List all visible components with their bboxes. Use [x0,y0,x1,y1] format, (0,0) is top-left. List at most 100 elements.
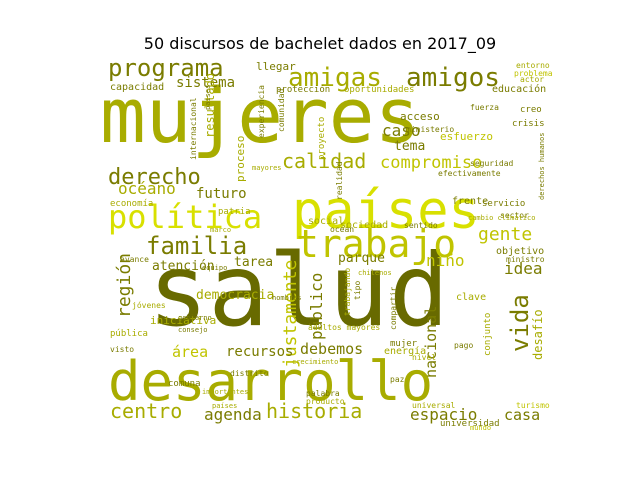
word-turismo: turismo [516,401,550,410]
word-distrito: distrito [230,369,269,378]
word-compromiso: compromiso [380,153,482,173]
word-compartir: compartir [389,286,398,330]
word-países: países [212,402,237,410]
word-historia: historia [266,399,362,423]
word-creo: creo [520,105,542,115]
word-trabajo: trabajo [296,222,456,266]
word-ministerio: ministerio [406,125,454,134]
word-idea: idea [504,259,543,278]
word-caso: caso [382,121,421,140]
word-pública: pública [110,329,148,339]
word-oportunidades: oportunidades [344,85,414,95]
word-proceso: proceso [234,136,247,182]
word-pago: pago [454,341,473,350]
word-llegar: llegar [256,60,296,73]
word-adultos-mayores: adultos mayores [308,323,380,332]
word-mundo: mundo [470,424,491,432]
word-futuro: futuro [196,186,247,202]
word-debemos: debemos [300,340,363,358]
word-programa: programa [108,54,224,82]
word-países: países [204,85,212,110]
word-comuna: comuna [168,379,201,389]
word-casa: casa [504,406,540,424]
word-sistema: sistema [176,75,235,91]
word-trabajando: trabajando [343,268,352,316]
word-gobierno: gobierno [178,314,212,322]
word-patria: patria [218,207,251,217]
word-océano: océano [118,179,176,198]
word-nivel: nivel [412,353,436,362]
word-derecho: derecho [108,165,201,190]
word-protección: protección [276,84,330,95]
word-efectivamente: efectivamente [438,169,501,178]
word-salud: salud [148,232,449,349]
word-importantes: importantes [202,388,248,396]
word-palabra: palabra [306,389,340,398]
word-clave: clave [456,292,486,303]
word-energía: energía [384,345,426,357]
word-actor: actor [520,75,544,84]
word-marco: marco [210,226,231,234]
word-conjunto: conjunto [483,313,493,356]
word-sentido: sentido [404,221,438,230]
word-sector: sector [500,211,529,220]
word-problema: problema [514,69,553,78]
word-área: área [172,343,208,361]
word-sociedad: sociedad [340,220,388,231]
word-región: región [114,253,135,318]
word-política: política [108,198,262,236]
word-crisis: crisis [512,119,545,129]
chart-title: 50 discursos de bachelet dados en 2017_0… [143,34,497,53]
word-nacional: nacional [422,306,440,378]
word-espacio: espacio [410,405,477,424]
word-tema: tema [394,139,425,154]
word-social: social [308,216,344,227]
word-acceso: acceso [400,110,440,123]
word-ministro: ministro [506,255,545,264]
word-niño: niño [426,251,465,270]
word-familia: familia [146,232,247,260]
word-producto: producto [306,397,345,406]
word-proyecto: proyecto [317,117,327,160]
word-países: países [292,181,480,241]
word-resultado: resultado [203,73,217,138]
word-paz: paz [390,375,405,384]
word-seguridad: seguridad [470,159,514,168]
word-equipo: equipo [202,264,227,272]
word-objetivo: objetivo [496,246,544,257]
word-desarrollo: desarrollo [108,350,433,413]
word-calidad: calidad [282,149,366,173]
word-hombres: hombres [272,294,302,302]
word-parque: parque [338,251,385,266]
word-público: público [307,273,326,340]
word-cambio-climático: cambio climático [468,214,535,222]
word-iniciativa: iniciativa [150,314,216,327]
word-amigos: amigos [406,63,500,93]
word-derechos-humanos: derechos humanos [538,133,546,200]
word-jóvenes: jóvenes [132,300,166,310]
word-entorno: entorno [516,61,550,70]
word-chilenos: chilenos [358,269,392,277]
word-amigas: amigas [288,63,382,93]
word-ocean: ocean [330,225,354,234]
word-crecimiento: crecimiento [292,358,338,366]
word-consejo: consejo [178,326,208,334]
word-internacional: internacional [189,97,198,160]
word-frente: frente [452,196,488,207]
word-vida: vida [506,294,534,352]
word-democracia: democracia [196,288,274,303]
word-tipo: tipo [353,281,362,300]
word-recursos: recursos [226,344,293,360]
word-avance: avance [120,255,149,264]
word-visto: visto [110,345,134,354]
word-esfuerzo: esfuerzo [440,130,493,143]
word-realidad: realidad [335,161,344,200]
word-comunidad: comunidad [277,88,286,132]
word-atención: atención [152,259,215,274]
word-tarea: tarea [234,255,273,270]
word-universal: universal [412,401,456,410]
word-agenda: agenda [204,405,262,424]
word-gente: gente [478,224,532,245]
word-mujeres: mujeres [100,71,420,160]
word-universidad: universidad [440,419,500,429]
